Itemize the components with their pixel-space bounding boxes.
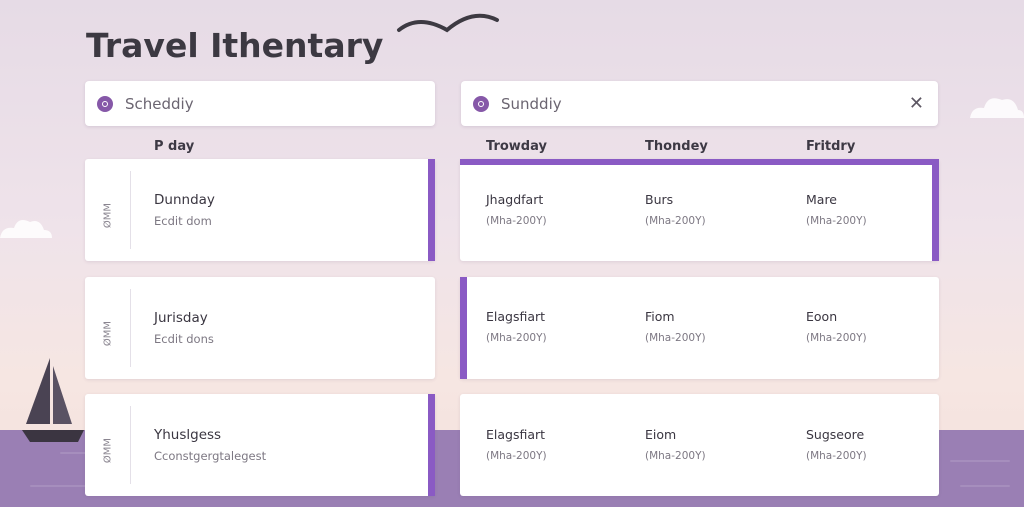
schedule-cell[interactable]: Elagsfiart (Mha-200Y) (486, 309, 547, 344)
schedule-cell-subtitle: (Mha-200Y) (806, 450, 867, 462)
compass-icon (473, 95, 489, 112)
column-header-1: Trowday (486, 139, 547, 154)
bird-icon (397, 13, 499, 33)
day-card[interactable]: ØMM Yhuslgess Cconstgergtalegest (85, 394, 435, 496)
close-icon[interactable]: ✕ (908, 93, 924, 114)
schedule-cell-subtitle: (Mha-200Y) (806, 215, 867, 227)
day-card-subtitle: Ecdit dons (154, 332, 214, 346)
schedule-cell-subtitle: (Mha-200Y) (486, 332, 547, 344)
schedule-cell-subtitle: (Mha-200Y) (645, 332, 706, 344)
day-card[interactable]: ØMM Jurisday Ecdit dons (85, 277, 435, 379)
schedule-cell-title: Eiom (645, 427, 677, 442)
search-input-left[interactable]: Scheddiy (85, 81, 435, 126)
schedule-cell[interactable]: Fiom (Mha-200Y) (645, 309, 706, 344)
day-card-rotated-label: ØMM (102, 202, 114, 229)
day-card-rotated-label: ØMM (102, 437, 114, 464)
day-card-subtitle: Cconstgergtalegest (154, 449, 267, 463)
schedule-cell-title: Fiom (645, 309, 675, 324)
schedule-cell-title: Burs (645, 192, 674, 207)
day-card-title: Jurisday (154, 310, 208, 326)
search-left-value: Scheddiy (125, 94, 194, 113)
column-header-3: Fritdry (806, 139, 856, 154)
sailboat-icon (22, 358, 84, 442)
accent-bar (460, 277, 467, 379)
page-title: Travel Ithentary (86, 26, 384, 65)
search-input-right[interactable]: Sunddiy ✕ (461, 81, 938, 126)
schedule-cell-title: Eoon (806, 309, 838, 324)
schedule-row-card[interactable]: Elagsfiart (Mha-200Y) Eiom (Mha-200Y) Su… (460, 394, 939, 496)
divider (130, 406, 131, 484)
cloud-icon (970, 98, 1024, 118)
day-card-title: Yhuslgess (154, 427, 222, 443)
accent-bar (428, 394, 435, 496)
schedule-cell-subtitle: (Mha-200Y) (486, 450, 547, 462)
divider (130, 171, 131, 249)
schedule-cell[interactable]: Elagsfiart (Mha-200Y) (486, 427, 547, 462)
schedule-cell[interactable]: Eiom (Mha-200Y) (645, 427, 706, 462)
schedule-cell[interactable]: Jhagdfart (Mha-200Y) (486, 192, 547, 227)
schedule-cell-title: Elagsfiart (486, 309, 546, 324)
accent-bar (428, 159, 435, 261)
day-card-rotated-label: ØMM (102, 320, 114, 347)
day-card-title: Dunnday (154, 192, 215, 208)
schedule-cell[interactable]: Mare (Mha-200Y) (806, 192, 867, 227)
schedule-cell-title: Sugseore (806, 427, 865, 442)
schedule-row-card[interactable]: Elagsfiart (Mha-200Y) Fiom (Mha-200Y) Eo… (460, 277, 939, 379)
column-header-2: Thondey (645, 139, 708, 154)
divider (130, 289, 131, 367)
schedule-cell-subtitle: (Mha-200Y) (806, 332, 867, 344)
schedule-cell-title: Jhagdfart (486, 192, 544, 207)
day-card[interactable]: ØMM Dunnday Ecdit dom (85, 159, 435, 261)
day-card-subtitle: Ecdit dom (154, 214, 212, 228)
accent-bar (460, 159, 939, 165)
compass-icon (97, 95, 113, 112)
schedule-cell-subtitle: (Mha-200Y) (486, 215, 547, 227)
schedule-cell-title: Elagsfiart (486, 427, 546, 442)
column-header-left: P day (154, 139, 195, 154)
schedule-cell-subtitle: (Mha-200Y) (645, 215, 706, 227)
schedule-cell[interactable]: Sugseore (Mha-200Y) (806, 427, 867, 462)
schedule-cell[interactable]: Eoon (Mha-200Y) (806, 309, 867, 344)
schedule-cell-subtitle: (Mha-200Y) (645, 450, 706, 462)
schedule-cell-title: Mare (806, 192, 837, 207)
accent-bar (932, 159, 939, 261)
cloud-icon (0, 220, 52, 238)
schedule-row-card[interactable]: Jhagdfart (Mha-200Y) Burs (Mha-200Y) Mar… (460, 159, 939, 261)
schedule-cell[interactable]: Burs (Mha-200Y) (645, 192, 706, 227)
search-right-value: Sunddiy (501, 94, 562, 113)
